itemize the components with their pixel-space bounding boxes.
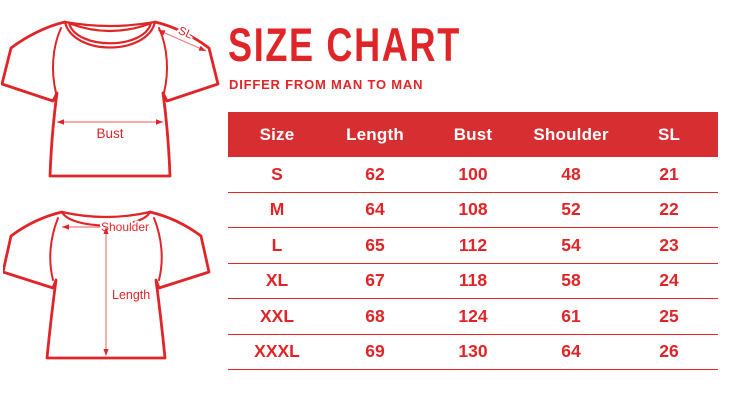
shirt-outline [3, 210, 211, 360]
cell-shoulder: 48 [522, 157, 620, 193]
shirt-outline [1, 20, 220, 178]
cell-shoulder: 52 [522, 192, 620, 228]
cell-size: S [228, 157, 326, 193]
table-row: M 64 108 52 22 [228, 192, 718, 228]
collar-top-edge [60, 210, 152, 219]
shoulder-label: Shoulder [101, 220, 149, 234]
tshirt-front-diagram: SL Bust [1, 20, 220, 178]
table-header-row: Size Length Bust Shoulder SL [228, 112, 718, 157]
bust-label: Bust [96, 126, 123, 141]
cell-length: 64 [326, 192, 424, 228]
table-row: S 62 100 48 21 [228, 157, 718, 193]
shoulder-arrow: Shoulder [62, 218, 151, 236]
cell-bust: 100 [424, 157, 522, 193]
bust-arrow: Bust [57, 119, 163, 143]
length-arrow: Length [103, 227, 152, 356]
left-armhole-seam [52, 27, 62, 94]
cell-sl: 25 [620, 298, 718, 335]
cell-bust: 108 [424, 192, 522, 228]
cell-size: XXL [228, 298, 326, 335]
cell-bust: 124 [424, 298, 522, 335]
right-armhole-seam [158, 27, 168, 94]
cell-size: XL [228, 263, 326, 299]
cell-shoulder: 64 [522, 334, 620, 370]
col-header-bust: Bust [424, 112, 522, 157]
collar-outer-curve [63, 20, 157, 49]
cell-length: 68 [326, 298, 424, 335]
cell-sl: 21 [620, 157, 718, 193]
cell-sl: 26 [620, 334, 718, 370]
length-label: Length [112, 288, 150, 302]
cell-bust: 130 [424, 334, 522, 370]
table-row: XL 67 118 58 24 [228, 263, 718, 299]
right-armhole-seam [153, 217, 163, 281]
cell-shoulder: 61 [522, 298, 620, 335]
collar-top-edge [63, 20, 157, 28]
cell-sl: 23 [620, 227, 718, 264]
left-armhole-seam [49, 217, 59, 281]
cell-size: M [228, 192, 326, 228]
cell-length: 67 [326, 263, 424, 299]
cell-size: XXXL [228, 334, 326, 370]
collar-rib-line [69, 22, 151, 33]
page-title: SIZE CHART [228, 18, 461, 72]
cell-size: L [228, 227, 326, 264]
collar-band-curve [60, 210, 152, 227]
size-table-body: S 62 100 48 21 M 64 108 52 22 L 65 112 5… [228, 157, 718, 370]
cell-bust: 112 [424, 227, 522, 264]
table-row: XXL 68 124 61 25 [228, 298, 718, 335]
col-header-length: Length [326, 112, 424, 157]
size-table: Size Length Bust Shoulder SL S 62 100 48… [228, 112, 718, 370]
table-row: L 65 112 54 23 [228, 227, 718, 264]
cell-shoulder: 54 [522, 227, 620, 264]
cell-length: 69 [326, 334, 424, 370]
cell-shoulder: 58 [522, 263, 620, 299]
cell-length: 65 [326, 227, 424, 264]
col-header-shoulder: Shoulder [522, 112, 620, 157]
cell-sl: 22 [620, 192, 718, 228]
page-subtitle: DIFFER FROM MAN TO MAN [229, 77, 424, 92]
cell-sl: 24 [620, 263, 718, 299]
col-header-size: Size [228, 112, 326, 157]
cell-length: 62 [326, 157, 424, 193]
tshirt-back-diagram: Shoulder Length [3, 210, 211, 360]
col-header-sl: SL [620, 112, 718, 157]
table-row: XXXL 69 130 64 26 [228, 334, 718, 370]
cell-bust: 118 [424, 263, 522, 299]
collar-inner-curve [67, 21, 153, 45]
size-table-header: Size Length Bust Shoulder SL [228, 112, 718, 157]
